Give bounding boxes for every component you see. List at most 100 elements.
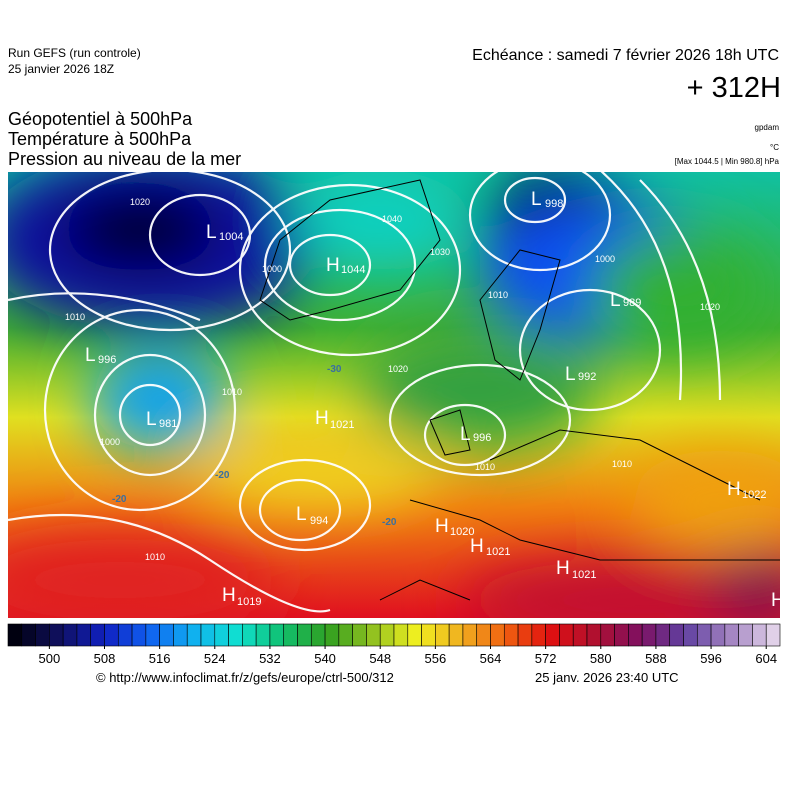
center-letter: H: [556, 558, 570, 579]
colorbar-swatch: [421, 623, 436, 647]
colorbar-tick-label: 500: [39, 651, 61, 666]
colorbar-swatch: [255, 623, 271, 647]
temperature-label: -20: [382, 517, 397, 528]
colorbar-swatch: [242, 623, 257, 647]
center-value: 1021: [486, 546, 510, 558]
center-letter: L: [460, 424, 471, 445]
valid-time: Echéance : samedi 7 février 2026 18h UTC: [472, 47, 779, 64]
colorbar-swatch: [710, 623, 726, 647]
isobar-label: 1010: [488, 290, 508, 300]
colorbar-swatch: [738, 623, 753, 647]
center-value: 1021: [572, 569, 596, 581]
colorbar-tick-label: 572: [535, 651, 557, 666]
run: Run GEFS (run controle): [8, 46, 141, 60]
colorbar-swatch: [76, 623, 92, 647]
center-letter: L: [531, 189, 542, 210]
center-value: 998: [545, 198, 563, 210]
isobar-label: 1020: [388, 364, 408, 374]
center-letter: L: [85, 345, 96, 366]
colorbar-tick-label: 532: [259, 651, 281, 666]
center-value: 1021: [330, 419, 354, 431]
center-value: 1022: [742, 489, 766, 501]
center-value: 996: [98, 354, 116, 366]
colorbar-swatch: [324, 623, 340, 647]
colorbar-swatch: [462, 623, 478, 647]
center-value: 1020: [450, 526, 474, 538]
colorbar-swatch: [669, 623, 684, 647]
colorbar-tick-label: 596: [700, 651, 722, 666]
colorbar-tick-label: 516: [149, 651, 171, 666]
colorbar-tick-label: 524: [204, 651, 226, 666]
colorbar-swatch: [490, 623, 505, 647]
colorbar-swatch: [62, 623, 78, 647]
colorbar-swatch: [297, 623, 312, 647]
center-value: 1044: [341, 264, 365, 276]
colorbar: 500 508 516 524 532 540 548 556 564 572 580 588 596 6…: [7, 623, 781, 666]
title: Température à 500hPa: [8, 129, 192, 149]
isobar-label: 1010: [612, 459, 632, 469]
center-letter: L: [146, 409, 157, 430]
colorbar-tick-label: 588: [645, 651, 667, 666]
center-letter: H: [470, 536, 484, 557]
colorbar-swatch: [435, 623, 450, 647]
colorbar-swatch: [683, 623, 698, 647]
colorbar-swatch: [393, 623, 409, 647]
center-letter: H: [222, 585, 236, 606]
center-value: 1019: [237, 596, 261, 608]
colorbar-swatch: [655, 623, 671, 647]
colorbar-swatch: [724, 623, 739, 647]
run-date: 25 janvier 2026 18Z: [8, 62, 114, 76]
colorbar-swatch: [173, 623, 188, 647]
colorbar-tick-label: 548: [369, 651, 391, 666]
temperature-label: -20: [215, 470, 230, 481]
colorbar-tick-label: 556: [425, 651, 447, 666]
isobar-label: 1010: [65, 312, 85, 322]
center-value: 994: [310, 515, 328, 527]
colorbar-swatch: [600, 623, 615, 647]
colorbar-swatch: [586, 623, 602, 647]
colorbar-tick-label: 508: [94, 651, 116, 666]
colorbar-swatch: [21, 623, 36, 647]
colorbar-swatch: [117, 623, 133, 647]
colorbar-tick-label: 580: [590, 651, 612, 666]
center-value: 1004: [219, 231, 243, 243]
colorbar-swatch: [531, 623, 546, 647]
isobar-label: 1020: [130, 197, 150, 207]
colorbar-swatch: [186, 623, 202, 647]
colorbar-swatch: [752, 623, 767, 647]
unit: gpdam: [755, 123, 780, 132]
colorbar-swatch: [269, 623, 285, 647]
title: Géopotentiel à 500hPa: [8, 109, 193, 129]
colorbar-swatch: [407, 623, 422, 647]
colorbar-swatch: [476, 623, 491, 647]
colorbar-tick-label: 540: [314, 651, 336, 666]
isobar-label: 1020: [700, 302, 720, 312]
colorbar-swatch: [559, 623, 574, 647]
colorbar-swatch: [379, 623, 395, 647]
center-value: 981: [159, 418, 177, 430]
center-letter: H: [435, 516, 449, 537]
colorbar-swatch: [200, 623, 216, 647]
center-letter: L: [206, 222, 217, 243]
isobar-label: 1040: [382, 214, 402, 224]
center-value: 996: [473, 432, 491, 444]
isobar-label: 1030: [430, 247, 450, 257]
colorbar-swatch: [228, 623, 243, 647]
footer-time: 25 janv. 2026 23:40 UTC: [535, 670, 679, 685]
colorbar-swatch: [214, 623, 229, 647]
isobar-label: 1010: [222, 387, 242, 397]
colorbar-swatch: [641, 623, 657, 647]
center-letter: L: [565, 364, 576, 385]
center-letter: H: [727, 479, 741, 500]
center-letter: L: [296, 504, 307, 525]
colorbar-swatch: [7, 623, 23, 647]
colorbar-tick-label: 604: [755, 651, 777, 666]
colorbar-swatch: [352, 623, 367, 647]
center-letter: H: [326, 255, 340, 276]
colorbar-swatch: [283, 623, 298, 647]
colorbar-swatch: [765, 623, 781, 647]
colorbar-swatch: [628, 623, 643, 647]
temperature-label: -30: [327, 364, 342, 375]
